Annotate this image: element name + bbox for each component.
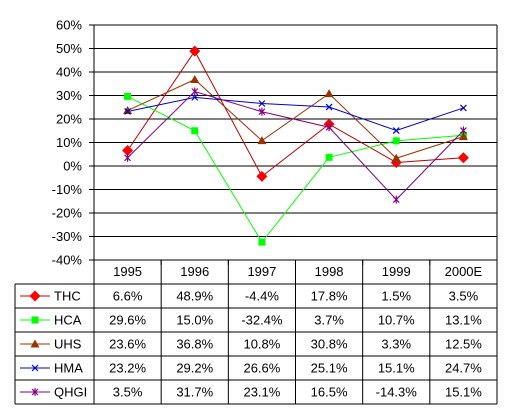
data-label: -32.4% [241, 313, 283, 328]
point [31, 364, 39, 372]
x-tick-label: 1998 [315, 264, 344, 279]
y-axis: 60% 50% 40% 30% 20% 10% 0% -10% -20% -30% -40% [52, 18, 94, 268]
data-label: 17.8% [311, 289, 348, 304]
data-label: 3.7% [314, 313, 344, 328]
point [457, 152, 469, 164]
point [459, 126, 467, 135]
point [124, 153, 132, 162]
data-label: 15.1% [378, 361, 415, 376]
x-tick-label: 2000E [445, 264, 483, 279]
y-tick-label: 20% [56, 112, 82, 127]
y-tick-label: 10% [56, 135, 82, 150]
point [458, 132, 468, 141]
point [325, 103, 333, 111]
series-line-hma [127, 96, 464, 132]
data-label: 6.6% [113, 289, 143, 304]
data-label: 23.6% [109, 337, 146, 352]
point [325, 123, 333, 132]
data-label: 10.8% [243, 337, 280, 352]
y-tick-label: 60% [56, 18, 82, 33]
data-label: 3.5% [449, 289, 479, 304]
point [31, 388, 39, 396]
series-markers [122, 45, 469, 246]
point [191, 127, 199, 135]
data-label: 26.6% [243, 361, 280, 376]
point [31, 316, 39, 324]
x-tick-label: 1997 [247, 264, 276, 279]
y-tick-label: 50% [56, 41, 82, 56]
legend-label: HCA [54, 313, 82, 328]
data-label: 3.3% [381, 337, 411, 352]
y-tick-label: -30% [52, 229, 83, 244]
data-label: -14.3% [376, 385, 418, 400]
data-label: 10.7% [378, 313, 415, 328]
data-label: 30.8% [311, 337, 348, 352]
data-label: 29.2% [176, 361, 213, 376]
y-tick-label: 40% [56, 65, 82, 80]
legend-label: QHGI [54, 385, 87, 400]
point [124, 92, 132, 100]
legend-key-hma [20, 364, 50, 372]
data-label: 31.7% [176, 385, 213, 400]
point [189, 45, 201, 57]
data-table: 1995 1996 1997 1998 1999 2000E THC 6.6% 48.9% -4.… [14, 260, 498, 405]
data-label: 36.8% [176, 337, 213, 352]
x-tick-label: 1996 [180, 264, 209, 279]
point [324, 89, 334, 98]
data-label: 23.2% [109, 361, 146, 376]
legend-key-hca [20, 316, 50, 324]
point [191, 93, 199, 101]
x-tick-label: 1999 [382, 264, 411, 279]
y-tick-label: 0% [63, 159, 82, 174]
point [122, 144, 134, 156]
point [258, 107, 266, 116]
legend-label: THC [54, 289, 81, 304]
point [392, 195, 400, 204]
data-label: 13.1% [445, 313, 482, 328]
legend-key-qhgi [20, 388, 50, 396]
data-label: 1.5% [381, 289, 411, 304]
data-label: 15.0% [176, 313, 213, 328]
data-label: 25.1% [311, 361, 348, 376]
legend-key-thc [20, 290, 50, 302]
point [256, 170, 268, 182]
x-tick-label: 1995 [113, 264, 142, 279]
series-line-qhgi [127, 90, 464, 201]
point [123, 106, 133, 115]
legend-label: HMA [54, 361, 83, 376]
point [459, 104, 467, 112]
y-tick-label: 30% [56, 88, 82, 103]
data-label: 24.7% [445, 361, 482, 376]
data-label: 23.1% [243, 385, 280, 400]
y-tick-label: -10% [52, 182, 83, 197]
data-label: 16.5% [311, 385, 348, 400]
series-line-hca [127, 95, 464, 244]
point [391, 153, 401, 162]
point [325, 153, 333, 161]
point [258, 100, 266, 107]
data-label: 12.5% [445, 337, 482, 352]
point [29, 290, 41, 302]
data-label: 29.6% [109, 313, 146, 328]
series-line-uhs [127, 78, 464, 159]
legend-label: UHS [54, 337, 82, 352]
point [392, 127, 400, 134]
data-label: 3.5% [113, 385, 143, 400]
point [191, 87, 199, 96]
data-label: 48.9% [176, 289, 213, 304]
data-label: 15.1% [445, 385, 482, 400]
point [392, 137, 400, 145]
point [30, 339, 40, 348]
point [190, 75, 200, 84]
y-tick-label: -40% [52, 253, 83, 268]
point [124, 108, 132, 115]
series-line-thc [127, 50, 464, 178]
point [257, 136, 267, 145]
data-label: -4.4% [245, 289, 279, 304]
series-lines [127, 50, 464, 244]
legend-key-uhs [20, 339, 50, 348]
point [258, 238, 266, 246]
y-tick-label: -20% [52, 206, 83, 221]
